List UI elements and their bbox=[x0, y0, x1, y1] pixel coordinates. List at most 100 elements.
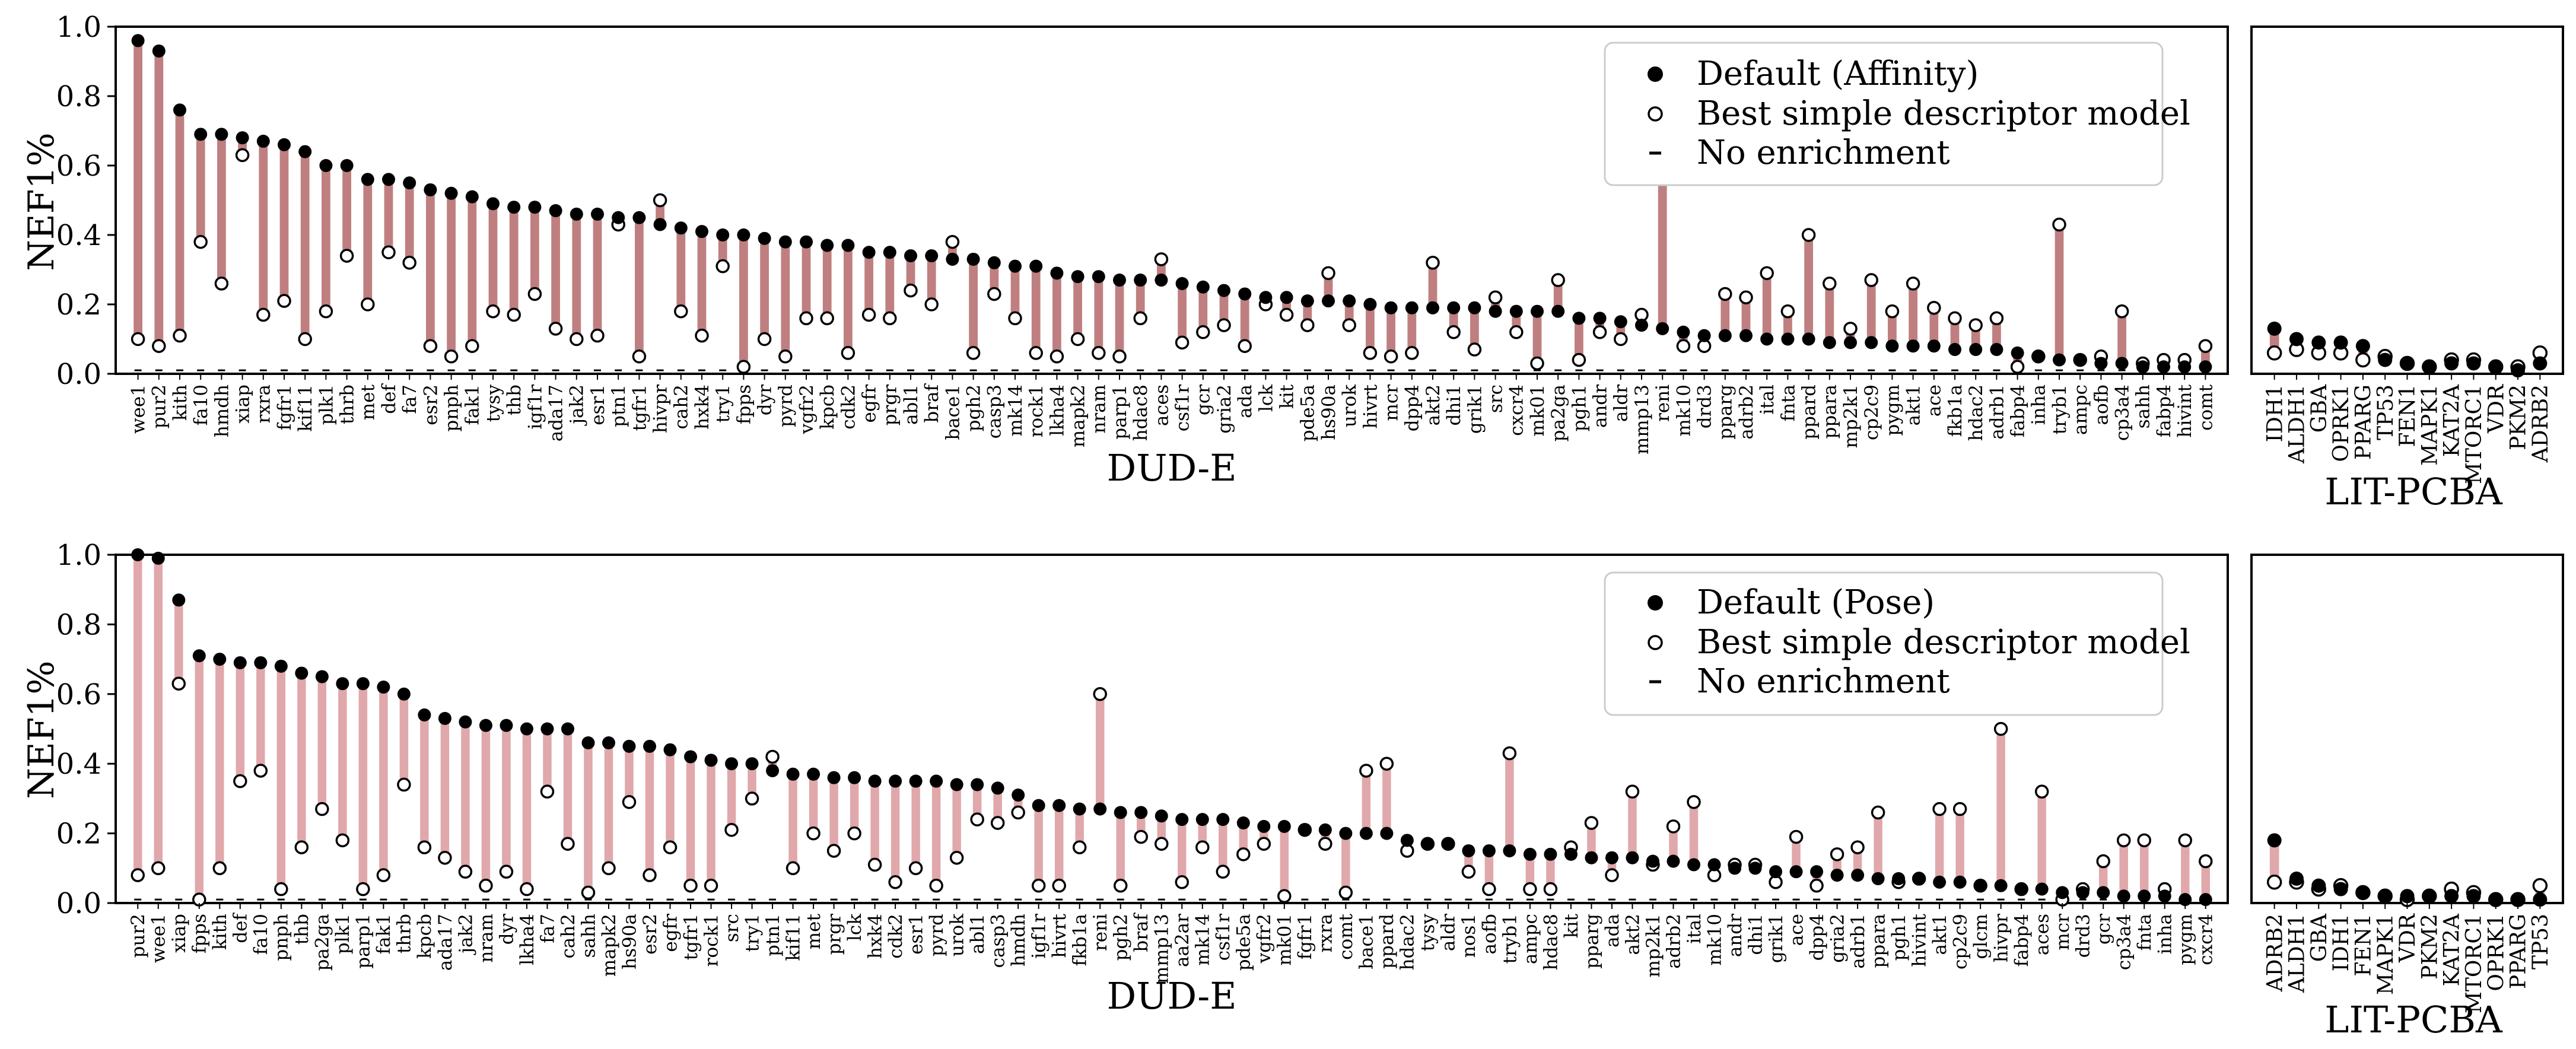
default-point bbox=[883, 246, 896, 259]
default-point bbox=[1593, 311, 1607, 325]
descriptor-point bbox=[1133, 311, 1147, 326]
descriptor-point bbox=[745, 791, 759, 806]
descriptor-point bbox=[1530, 356, 1544, 371]
default-point bbox=[1677, 325, 1690, 339]
descriptor-point bbox=[924, 297, 939, 311]
default-point bbox=[2031, 349, 2045, 363]
descriptor-point bbox=[527, 287, 542, 301]
default-point bbox=[1259, 291, 1273, 304]
default-point bbox=[1155, 274, 1168, 287]
default-point bbox=[1564, 847, 1578, 861]
category-label: ppara bbox=[1868, 914, 1889, 968]
category-label: sahh bbox=[578, 914, 599, 958]
category-label: met bbox=[803, 913, 825, 949]
default-point bbox=[1551, 304, 1565, 318]
category-label: pde5a bbox=[1297, 384, 1319, 441]
category-label: tgfr1 bbox=[629, 384, 650, 431]
descriptor-point bbox=[715, 259, 730, 274]
category-label: aldr bbox=[1611, 384, 1632, 422]
default-point bbox=[377, 681, 390, 694]
descriptor-point bbox=[674, 304, 688, 319]
default-point bbox=[1697, 329, 1711, 342]
default-point bbox=[786, 767, 800, 781]
default-point bbox=[295, 666, 309, 680]
descriptor-point bbox=[1718, 287, 1732, 301]
category-label: csf1r bbox=[1172, 384, 1193, 431]
descriptor-point bbox=[1760, 266, 1774, 281]
default-point bbox=[1802, 332, 1815, 346]
category-label: gria2 bbox=[1827, 914, 1848, 963]
category-label: def bbox=[230, 912, 252, 943]
default-point bbox=[1509, 304, 1523, 318]
descriptor-point bbox=[908, 861, 923, 876]
descriptor-point bbox=[643, 868, 657, 882]
descriptor-point bbox=[1551, 273, 1565, 287]
default-point bbox=[1175, 813, 1189, 827]
descriptor-point bbox=[540, 784, 555, 799]
category-label: fa7 bbox=[537, 914, 558, 943]
default-point bbox=[1667, 854, 1680, 868]
category-label: inha bbox=[2155, 914, 2176, 954]
descriptor-point bbox=[339, 249, 354, 263]
default-point bbox=[695, 225, 708, 239]
category-label: thb bbox=[504, 384, 525, 415]
default-point bbox=[1844, 336, 1857, 349]
descriptor-point bbox=[883, 311, 897, 326]
category-label: fabp4 bbox=[2154, 384, 2175, 437]
default-point bbox=[131, 548, 145, 561]
category-label: reni bbox=[1652, 384, 1674, 422]
default-point bbox=[397, 687, 411, 701]
default-point bbox=[2138, 889, 2151, 903]
x-axis-label: DUD-E bbox=[1106, 974, 1236, 1018]
descriptor-point bbox=[1093, 687, 1107, 701]
descriptor-point bbox=[458, 864, 473, 879]
default-point bbox=[1343, 294, 1356, 308]
default-point bbox=[1462, 844, 1475, 857]
default-point bbox=[2378, 352, 2393, 367]
default-point bbox=[1114, 806, 1127, 819]
category-label: parp1 bbox=[1109, 384, 1131, 440]
default-point bbox=[704, 754, 718, 767]
descriptor-point bbox=[2096, 854, 2110, 869]
default-point bbox=[1134, 806, 1148, 819]
legend-label: No enrichment bbox=[1697, 133, 1950, 172]
default-point bbox=[1280, 291, 1293, 304]
category-label: urok bbox=[1339, 384, 1360, 427]
category-label: fa10 bbox=[190, 384, 212, 425]
dude-affinity-panel: 0.0 0.2 0.4 0.6 0.8 1.0 wee1 pur2 kith fa10 hmdh xi… bbox=[56, 11, 2229, 454]
default-point bbox=[889, 774, 902, 788]
default-point bbox=[1050, 266, 1064, 280]
default-point bbox=[1871, 872, 1885, 885]
category-label: ital bbox=[1757, 384, 1778, 415]
descriptor-point bbox=[1154, 252, 1169, 266]
category-label: thb bbox=[291, 914, 313, 945]
category-label: mk01 bbox=[1274, 914, 1296, 966]
default-point bbox=[2289, 871, 2304, 886]
category-label: MTORC1 bbox=[2462, 384, 2486, 484]
default-point bbox=[1073, 802, 1086, 816]
category-label: kif11 bbox=[295, 384, 316, 432]
category-label: hs90a bbox=[1318, 384, 1340, 440]
y-tick-label: 0.6 bbox=[56, 678, 101, 711]
category-label: OPRK1 bbox=[2484, 914, 2508, 991]
default-point bbox=[315, 670, 329, 684]
category-label: mk14 bbox=[1005, 384, 1026, 437]
legend-frame bbox=[1604, 571, 2164, 716]
default-point bbox=[2097, 886, 2110, 899]
default-point bbox=[528, 201, 542, 214]
descriptor-point bbox=[1666, 819, 1681, 834]
default-point bbox=[2056, 886, 2069, 899]
default-point bbox=[737, 228, 750, 241]
descriptor-point bbox=[423, 339, 438, 353]
default-point bbox=[2136, 360, 2149, 374]
default-point bbox=[1134, 274, 1147, 287]
default-point bbox=[438, 711, 451, 725]
descriptor-point bbox=[736, 360, 751, 374]
category-label: pnph bbox=[441, 384, 462, 432]
default-point bbox=[758, 231, 771, 245]
default-point bbox=[991, 781, 1004, 795]
descriptor-point bbox=[233, 774, 247, 789]
default-point bbox=[1155, 809, 1168, 823]
category-label: fnta bbox=[1777, 384, 1799, 421]
category-label: cah2 bbox=[558, 914, 579, 959]
